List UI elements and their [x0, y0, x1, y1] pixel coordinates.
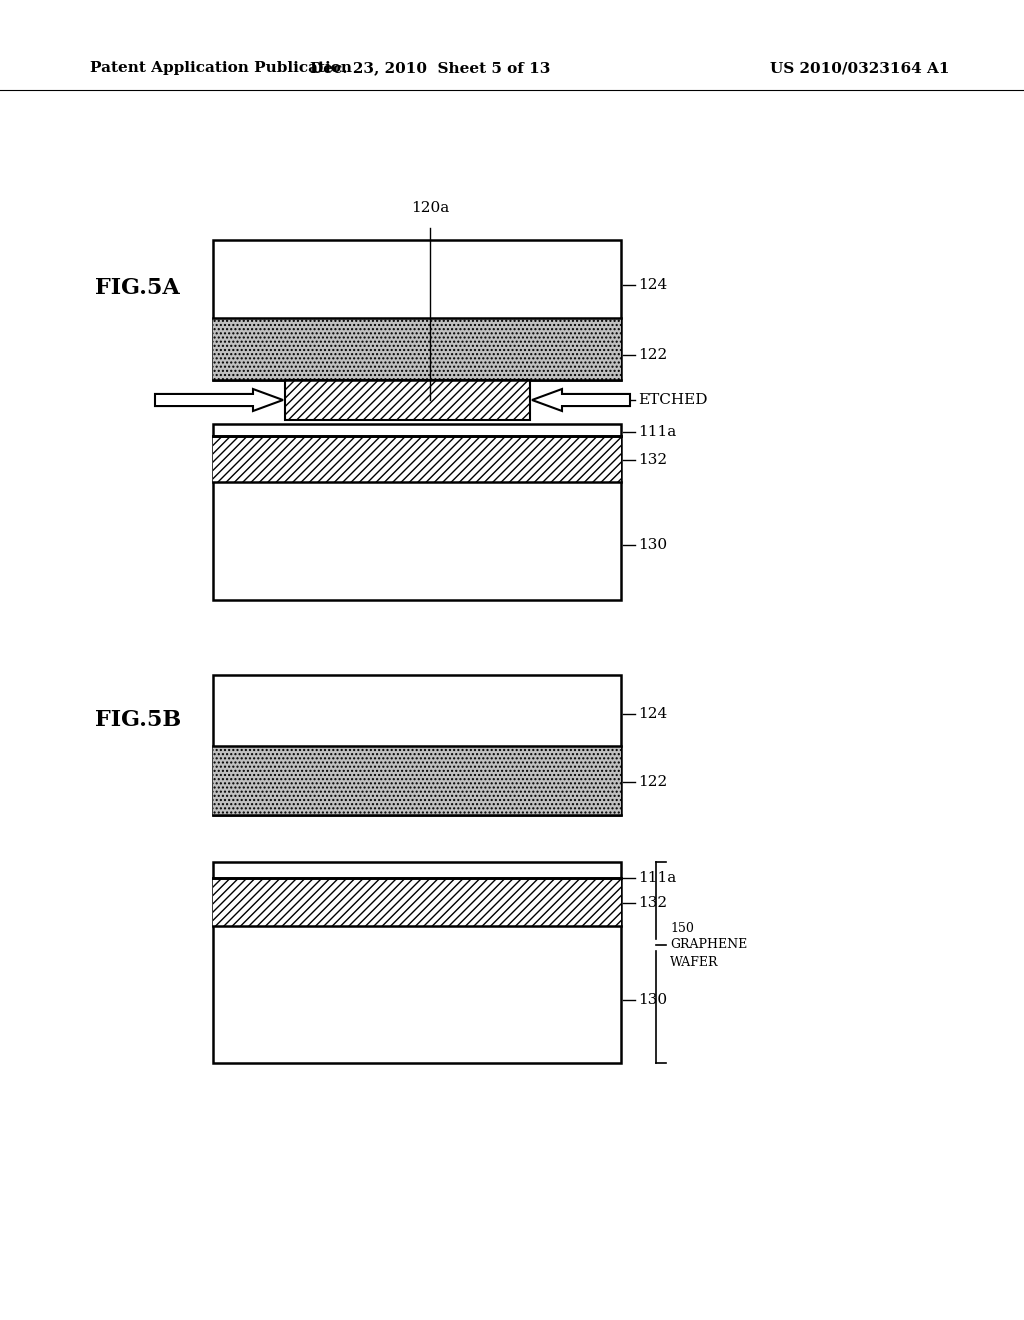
- Text: FIG.5A: FIG.5A: [95, 277, 180, 300]
- Bar: [213, 424, 621, 601]
- Text: 132: 132: [638, 896, 667, 909]
- Bar: [213, 675, 621, 814]
- Bar: [213, 878, 621, 927]
- Text: 124: 124: [638, 279, 668, 292]
- Polygon shape: [532, 389, 630, 411]
- Bar: [213, 862, 621, 1063]
- Bar: [285, 380, 530, 420]
- Bar: [213, 436, 621, 482]
- Text: US 2010/0323164 A1: US 2010/0323164 A1: [770, 61, 949, 75]
- Text: 120a: 120a: [411, 201, 450, 215]
- Text: 150
GRAPHENE
WAFER: 150 GRAPHENE WAFER: [670, 921, 748, 969]
- Text: 111a: 111a: [638, 871, 676, 884]
- Text: 132: 132: [638, 453, 667, 467]
- Text: 124: 124: [638, 708, 668, 721]
- Text: 130: 130: [638, 539, 667, 552]
- Text: 122: 122: [638, 348, 668, 362]
- Text: 111a: 111a: [638, 425, 676, 440]
- Polygon shape: [155, 389, 283, 411]
- Text: 122: 122: [638, 775, 668, 789]
- Bar: [213, 318, 621, 380]
- Text: FIG.5B: FIG.5B: [95, 709, 181, 731]
- Bar: [213, 746, 621, 814]
- Text: Patent Application Publication: Patent Application Publication: [90, 61, 352, 75]
- Text: 130: 130: [638, 993, 667, 1007]
- Text: Dec. 23, 2010  Sheet 5 of 13: Dec. 23, 2010 Sheet 5 of 13: [310, 61, 550, 75]
- Bar: [213, 240, 621, 380]
- Text: ETCHED: ETCHED: [638, 393, 708, 407]
